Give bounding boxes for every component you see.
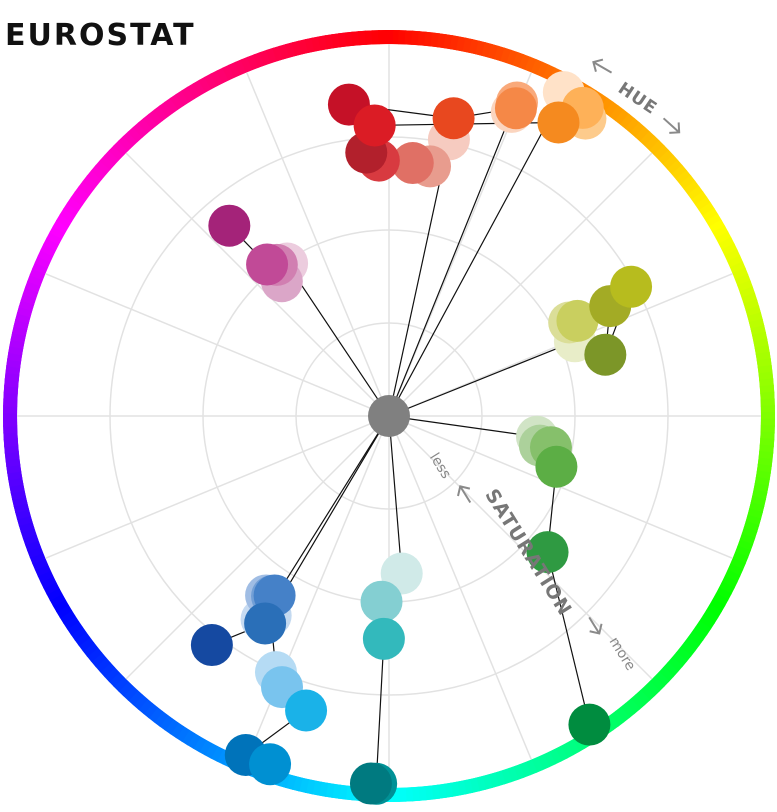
grid-spoke <box>105 415 390 700</box>
color-dot <box>568 703 611 746</box>
saturation-label: less SATURATION more <box>426 450 638 673</box>
color-dot <box>537 101 580 144</box>
center-dot <box>368 395 410 437</box>
color-dot <box>285 689 328 732</box>
color-dot <box>246 243 289 286</box>
color-dot <box>349 762 392 805</box>
color-dot <box>391 142 434 185</box>
grid-spoke <box>105 132 390 417</box>
grid-spoke <box>388 415 543 786</box>
grid-spoke <box>19 415 390 570</box>
grid-spoke <box>388 132 673 417</box>
color-dot <box>362 617 405 660</box>
grid-spoke <box>19 262 390 417</box>
color-dot <box>526 531 569 574</box>
polar-grid <box>17 44 761 788</box>
palette-line <box>211 415 390 646</box>
hue-arrow-right-icon <box>662 117 681 134</box>
hue-arrow-left-icon <box>592 58 613 74</box>
color-dot <box>249 743 292 786</box>
hue-ring <box>3 30 775 802</box>
color-dots <box>190 71 653 805</box>
color-dot <box>556 299 599 342</box>
more-text: more <box>606 634 639 673</box>
chart-title: EUROSTAT <box>5 18 196 53</box>
color-dot <box>244 602 287 645</box>
color-dot <box>535 445 578 488</box>
color-dot <box>494 87 537 130</box>
saturation-arrow-left-icon <box>457 485 472 504</box>
saturation-arrow-right-icon <box>588 616 603 635</box>
color-dot <box>208 204 251 247</box>
grid-spoke <box>388 415 759 570</box>
color-dot <box>353 104 396 147</box>
color-dot <box>432 97 475 140</box>
grid-spoke <box>235 415 390 786</box>
color-dot <box>610 265 653 308</box>
color-dot <box>584 333 627 376</box>
hue-ring-segment <box>378 30 394 45</box>
color-dot <box>190 624 233 667</box>
grid-spoke <box>235 46 390 417</box>
color-dot <box>360 580 403 623</box>
